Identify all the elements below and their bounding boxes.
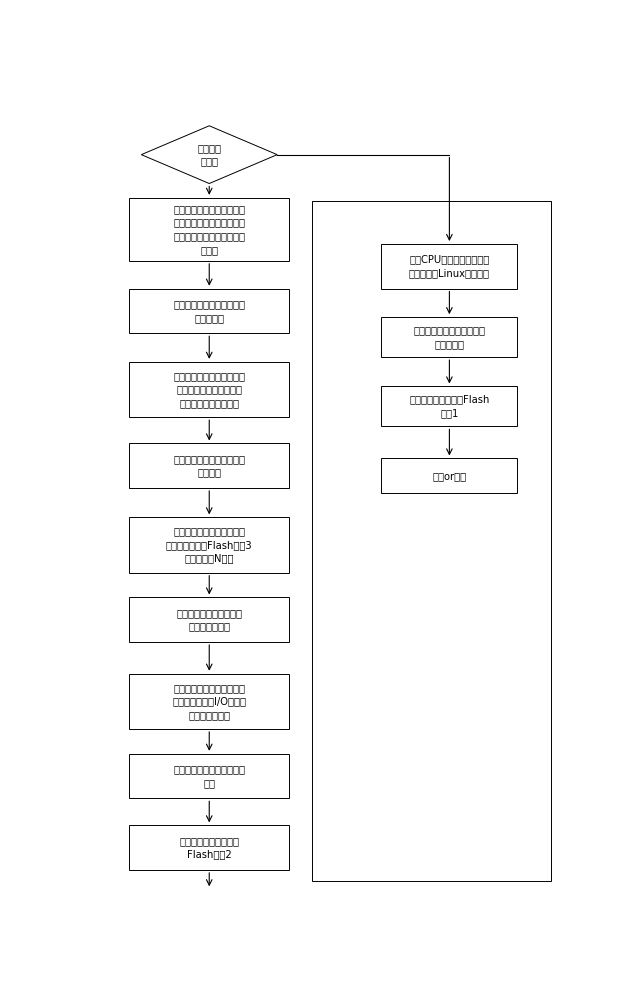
Text: 检测当前应用状态，形成模
块信息、进程信息、磁盘信
息、配置信息，合成应用信
息脚本: 检测当前应用状态，形成模 块信息、进程信息、磁盘信 息、配置信息，合成应用信 息… <box>173 204 245 255</box>
FancyBboxPatch shape <box>129 597 289 642</box>
FancyBboxPatch shape <box>381 458 517 493</box>
Text: 将驱动快照压缩，填入
Flash分区2: 将驱动快照压缩，填入 Flash分区2 <box>179 836 239 859</box>
FancyBboxPatch shape <box>129 289 289 333</box>
FancyBboxPatch shape <box>381 386 517 426</box>
FancyBboxPatch shape <box>381 317 517 357</box>
FancyBboxPatch shape <box>129 517 289 573</box>
Text: 将应用信息脚本转化为应用
信息快照。: 将应用信息脚本转化为应用 信息快照。 <box>173 299 245 323</box>
FancyBboxPatch shape <box>129 198 289 261</box>
Text: 保存当前
状态？: 保存当前 状态？ <box>197 143 221 166</box>
FancyBboxPatch shape <box>129 362 289 417</box>
Text: 将应用功能脚本转化为应用
功能快照: 将应用功能脚本转化为应用 功能快照 <box>173 454 245 478</box>
FancyBboxPatch shape <box>129 443 289 488</box>
Text: 保存CPU的当前寄存器表，
保存内存中Linux相关数据: 保存CPU的当前寄存器表， 保存内存中Linux相关数据 <box>409 254 490 278</box>
Text: 重启or关机: 重启or关机 <box>433 471 466 481</box>
FancyBboxPatch shape <box>129 674 289 729</box>
Text: 将上述寄存器表和内存表合
成内核快照: 将上述寄存器表和内存表合 成内核快照 <box>413 325 485 349</box>
FancyBboxPatch shape <box>129 754 289 798</box>
Text: 杀掉各应用进程、卸载磁
盘、卸载模块、: 杀掉各应用进程、卸载磁 盘、卸载模块、 <box>177 608 242 632</box>
Text: 将内核快照压缩填入Flash
分区1: 将内核快照压缩填入Flash 分区1 <box>409 395 490 418</box>
FancyBboxPatch shape <box>129 825 289 870</box>
Text: 将驱动寄存器表转化为驱动
快照: 将驱动寄存器表转化为驱动 快照 <box>173 764 245 788</box>
Text: 将应用信息快照和应用功能
快照压缩，填入Flash分区3
的配置选项N块区: 将应用信息快照和应用功能 快照压缩，填入Flash分区3 的配置选项N块区 <box>166 526 252 564</box>
Text: 分析主功能器件的当前寄存
器表，相关接口的寄存器
值，形成应用功能脚本: 分析主功能器件的当前寄存 器表，相关接口的寄存器 值，形成应用功能脚本 <box>173 371 245 408</box>
Polygon shape <box>141 126 277 184</box>
Text: 保存设备驱动的当前寄存器
表和相关接口的I/O值，形
成驱动寄存器表: 保存设备驱动的当前寄存器 表和相关接口的I/O值，形 成驱动寄存器表 <box>172 683 246 720</box>
FancyBboxPatch shape <box>381 244 517 289</box>
